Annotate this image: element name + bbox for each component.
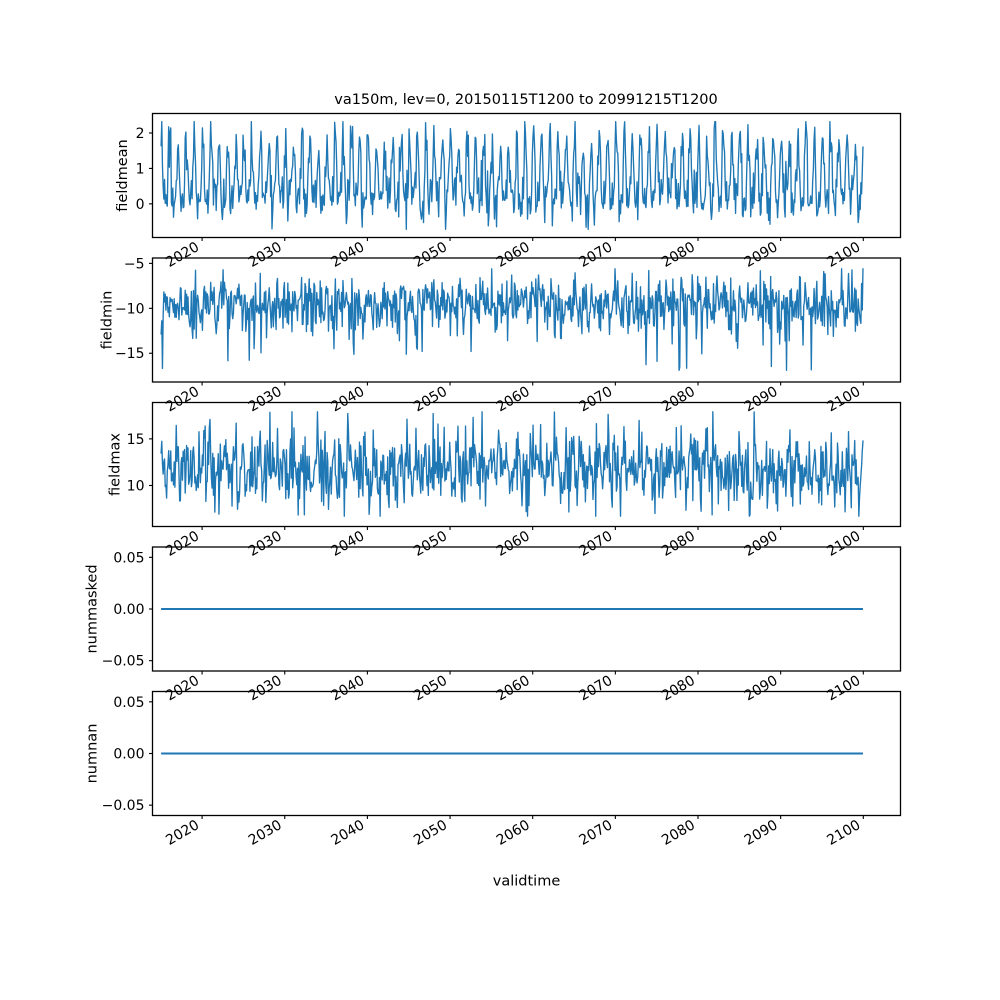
ylabel-fieldmean: fieldmean: [115, 139, 131, 211]
xtick-label-fieldmean-5: 2070: [576, 239, 615, 271]
ylabel-fieldmax: fieldmax: [107, 433, 123, 496]
ytick-label-nummasked-2: −0.05: [102, 654, 145, 670]
xtick-label-fieldmin-6: 2080: [659, 384, 698, 416]
xtick-label-fieldmean-8: 2100: [824, 239, 863, 271]
xtick-label-fieldmean-0: 2020: [163, 239, 202, 271]
xtick-label-fieldmin-7: 2090: [742, 384, 781, 416]
xtick-label-fieldmean-4: 2060: [494, 239, 533, 271]
xtick-label-fieldmax-4: 2060: [494, 528, 533, 560]
xtick-label-fieldmax-6: 2080: [659, 528, 698, 560]
xtick-label-fieldmax-3: 2050: [411, 528, 450, 560]
ytick-label-fieldmean-1: 1: [136, 161, 145, 177]
ytick-label-fieldmax-1: 15: [127, 432, 145, 448]
axes-frame-fieldmean: [151, 112, 902, 239]
xtick-label-numnan-3: 2050: [411, 817, 450, 849]
xtick-label-nummasked-7: 2090: [742, 673, 781, 705]
xtick-label-fieldmin-8: 2100: [824, 384, 863, 416]
xtick-label-nummasked-1: 2030: [246, 673, 285, 705]
xtick-label-fieldmin-5: 2070: [576, 384, 615, 416]
xtick-label-fieldmean-6: 2080: [659, 239, 698, 271]
axes-frame-fieldmin: [151, 257, 902, 383]
ylabel-numnan: numnan: [85, 724, 101, 784]
xtick-label-fieldmax-5: 2070: [576, 528, 615, 560]
ytick-label-numnan-0: 0.05: [113, 695, 144, 711]
ylabel-fieldmin: fieldmin: [100, 291, 116, 350]
xtick-label-numnan-0: 2020: [163, 817, 202, 849]
xtick-label-fieldmean-2: 2040: [329, 239, 368, 271]
xtick-label-fieldmin-3: 2050: [411, 384, 450, 416]
xtick-label-fieldmin-0: 2020: [163, 384, 202, 416]
xtick-label-fieldmean-1: 2030: [246, 239, 285, 271]
ytick-label-numnan-2: −0.05: [102, 798, 145, 814]
xtick-label-fieldmax-7: 2090: [742, 528, 781, 560]
chart-title: va150m, lev=0, 20150115T1200 to 20991215…: [334, 92, 718, 108]
xtick-label-numnan-7: 2090: [742, 817, 781, 849]
xtick-label-fieldmin-2: 2040: [329, 384, 368, 416]
xtick-label-numnan-1: 2030: [246, 817, 285, 849]
ytick-label-fieldmean-2: 2: [136, 126, 145, 142]
xtick-label-nummasked-2: 2040: [329, 673, 368, 705]
ytick-label-nummasked-1: 0.00: [113, 602, 144, 618]
xlabel: validtime: [493, 874, 561, 890]
xtick-label-numnan-6: 2080: [659, 817, 698, 849]
xtick-label-numnan-2: 2040: [329, 817, 368, 849]
ylabel-nummasked: nummasked: [85, 564, 101, 653]
xtick-label-fieldmax-1: 2030: [246, 528, 285, 560]
xtick-label-nummasked-6: 2080: [659, 673, 698, 705]
xtick-label-fieldmax-2: 2040: [329, 528, 368, 560]
axes-frame-fieldmax: [151, 401, 902, 528]
ytick-label-fieldmin-0: −5: [124, 256, 145, 272]
ytick-label-numnan-1: 0.00: [113, 747, 144, 763]
xtick-label-fieldmax-8: 2100: [824, 528, 863, 560]
ytick-label-fieldmin-2: −15: [115, 346, 145, 362]
ytick-label-fieldmean-0: 0: [136, 197, 145, 213]
xtick-label-fieldmean-7: 2090: [742, 239, 781, 271]
xtick-label-nummasked-5: 2070: [576, 673, 615, 705]
series-fieldmax: [160, 411, 864, 517]
xtick-label-fieldmax-0: 2020: [163, 528, 202, 560]
xtick-label-fieldmean-3: 2050: [411, 239, 450, 271]
xtick-label-nummasked-8: 2100: [824, 673, 863, 705]
xtick-label-nummasked-4: 2060: [494, 673, 533, 705]
ytick-label-fieldmin-1: −10: [115, 301, 145, 317]
xtick-label-fieldmin-1: 2030: [246, 384, 285, 416]
xtick-label-nummasked-3: 2050: [411, 673, 450, 705]
xtick-label-numnan-5: 2070: [576, 817, 615, 849]
xtick-label-fieldmin-4: 2060: [494, 384, 533, 416]
xtick-label-numnan-4: 2060: [494, 817, 533, 849]
series-fieldmean: [160, 120, 864, 231]
xtick-label-numnan-8: 2100: [824, 817, 863, 849]
subplot-fieldmean: 0 1 2 fieldmean 2020 2030 2040 2050 2060 2070 2080…: [115, 112, 902, 271]
series-fieldmin: [160, 268, 864, 371]
ytick-label-nummasked-0: 0.05: [113, 550, 144, 566]
ytick-label-fieldmax-0: 10: [127, 478, 145, 494]
xtick-label-nummasked-0: 2020: [163, 673, 202, 705]
